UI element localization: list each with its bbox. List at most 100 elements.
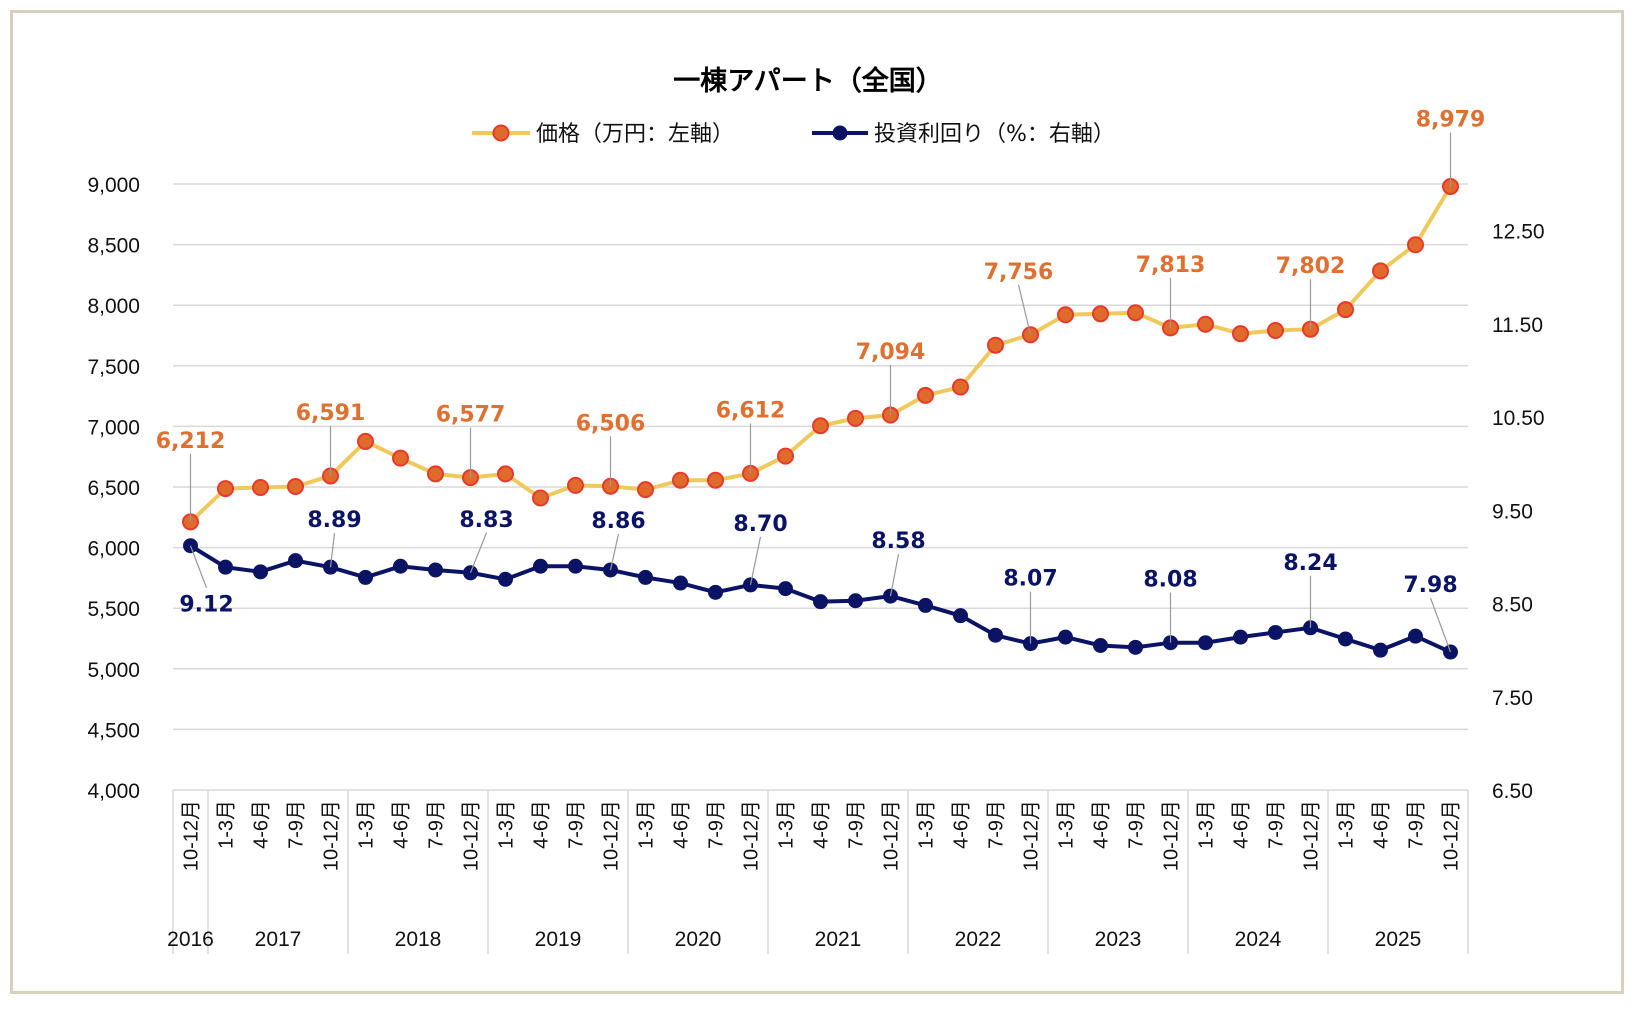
x-tick-label: 7-9月 <box>286 800 308 849</box>
left-tick-label: 8,500 <box>87 235 140 258</box>
x-tick-label: 10-12月 <box>181 800 203 871</box>
yield-data-label: 8.70 <box>733 512 787 537</box>
left-tick-label: 6,000 <box>87 538 140 561</box>
yield-point <box>1128 639 1143 655</box>
yield-point <box>253 564 268 580</box>
x-tick-label: 4-6月 <box>391 800 413 849</box>
price-point <box>1372 262 1389 280</box>
price-point <box>392 449 409 467</box>
year-label: 2023 <box>1095 928 1142 951</box>
x-tick-label: 4-6月 <box>671 800 693 849</box>
price-data-label: 7,094 <box>856 340 926 365</box>
x-tick-label: 4-6月 <box>1371 800 1393 849</box>
x-tick-label: 1-3月 <box>916 800 938 849</box>
right-tick-label: 12.50 <box>1492 221 1545 244</box>
price-point <box>777 447 794 465</box>
price-point <box>707 471 724 489</box>
x-tick-label: 4-6月 <box>251 800 273 849</box>
yield-data-label: 8.86 <box>591 509 645 534</box>
yield-point <box>813 594 828 610</box>
year-label: 2022 <box>955 928 1002 951</box>
x-tick-label: 1-3月 <box>636 800 658 849</box>
yield-point <box>708 584 723 600</box>
yield-leader-line <box>1429 597 1452 653</box>
price-point <box>357 432 374 450</box>
yield-data-label: 9.12 <box>179 593 233 618</box>
yield-point <box>1268 624 1283 640</box>
price-data-label: 6,506 <box>576 411 646 436</box>
yield-point <box>953 608 968 624</box>
left-tick-label: 4,000 <box>87 780 140 803</box>
x-tick-label: 1-3月 <box>216 800 238 849</box>
x-tick-label: 1-3月 <box>776 800 798 849</box>
year-label: 2021 <box>815 928 862 951</box>
yield-data-label: 8.83 <box>459 508 513 533</box>
year-label: 2016 <box>167 928 214 951</box>
price-point <box>497 465 514 483</box>
x-tick-label: 10-12月 <box>1021 800 1043 871</box>
year-label: 2020 <box>675 928 722 951</box>
price-point <box>952 378 969 396</box>
price-line <box>189 185 1453 524</box>
price-leader-line <box>1017 284 1032 335</box>
yield-point <box>1338 631 1353 647</box>
yield-point <box>498 571 513 587</box>
x-tick-label: 10-12月 <box>1161 800 1183 871</box>
price-point <box>1197 315 1214 333</box>
yield-data-label: 7.98 <box>1403 573 1457 598</box>
price-point <box>847 409 864 427</box>
price-point <box>567 476 584 494</box>
x-tick-label: 7-9月 <box>1266 800 1288 849</box>
x-tick-label: 10-12月 <box>601 800 623 871</box>
x-tick-label: 10-12月 <box>741 800 763 871</box>
yield-point <box>1233 629 1248 645</box>
price-point <box>1127 304 1144 322</box>
price-point <box>427 465 444 483</box>
price-data-label: 6,577 <box>436 403 506 428</box>
x-tick-label: 4-6月 <box>951 800 973 849</box>
x-tick-label: 1-3月 <box>496 800 518 849</box>
x-tick-label: 1-3月 <box>1196 800 1218 849</box>
x-tick-label: 10-12月 <box>461 800 483 871</box>
year-label: 2017 <box>255 928 302 951</box>
price-point <box>987 336 1004 354</box>
x-tick-label: 4-6月 <box>1091 800 1113 849</box>
left-tick-label: 5,500 <box>87 598 140 621</box>
left-tick-label: 6,500 <box>87 477 140 500</box>
legend-yield-label: 投資利回り（%：右軸） <box>874 122 1115 147</box>
yield-data-label: 8.24 <box>1283 551 1337 576</box>
x-tick-label: 10-12月 <box>1301 800 1323 871</box>
year-label: 2025 <box>1375 928 1422 951</box>
x-tick-label: 7-9月 <box>706 800 728 849</box>
right-tick-label: 10.50 <box>1492 407 1545 430</box>
yield-leader-line <box>749 536 762 586</box>
yield-point <box>673 575 688 591</box>
price-point <box>1337 301 1354 319</box>
yield-point <box>358 569 373 585</box>
yield-point <box>918 597 933 613</box>
price-data-label: 6,591 <box>296 401 366 426</box>
yield-point <box>1093 637 1108 653</box>
year-label: 2024 <box>1235 928 1282 951</box>
yield-point <box>568 558 583 574</box>
yield-data-label: 8.08 <box>1143 568 1197 593</box>
yield-leader-line <box>189 545 208 588</box>
left-tick-label: 4,500 <box>87 719 140 742</box>
x-tick-label: 1-3月 <box>1056 800 1078 849</box>
left-tick-label: 5,000 <box>87 659 140 682</box>
price-data-label: 6,212 <box>156 429 226 454</box>
yield-point <box>1408 628 1423 644</box>
yield-point <box>533 558 548 574</box>
x-tick-label: 10-12月 <box>1441 800 1463 871</box>
yield-data-label: 8.58 <box>871 529 925 554</box>
legend: 価格（万円：左軸） 投資利回り（%：右軸） <box>472 122 1115 147</box>
yield-leader-line <box>889 553 900 597</box>
price-point <box>1232 325 1249 343</box>
price-data-label: 8,979 <box>1416 108 1486 133</box>
yield-leader-line <box>609 533 620 571</box>
price-data-label: 7,756 <box>984 260 1054 285</box>
yield-point <box>218 559 233 575</box>
x-tick-label: 4-6月 <box>811 800 833 849</box>
right-tick-label: 11.50 <box>1492 314 1543 337</box>
